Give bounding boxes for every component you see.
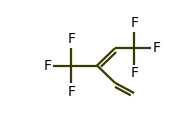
Text: F: F — [130, 66, 138, 80]
Text: F: F — [152, 41, 160, 55]
Text: F: F — [67, 85, 75, 99]
Text: F: F — [67, 32, 75, 46]
Text: F: F — [130, 16, 138, 30]
Text: F: F — [44, 59, 52, 72]
